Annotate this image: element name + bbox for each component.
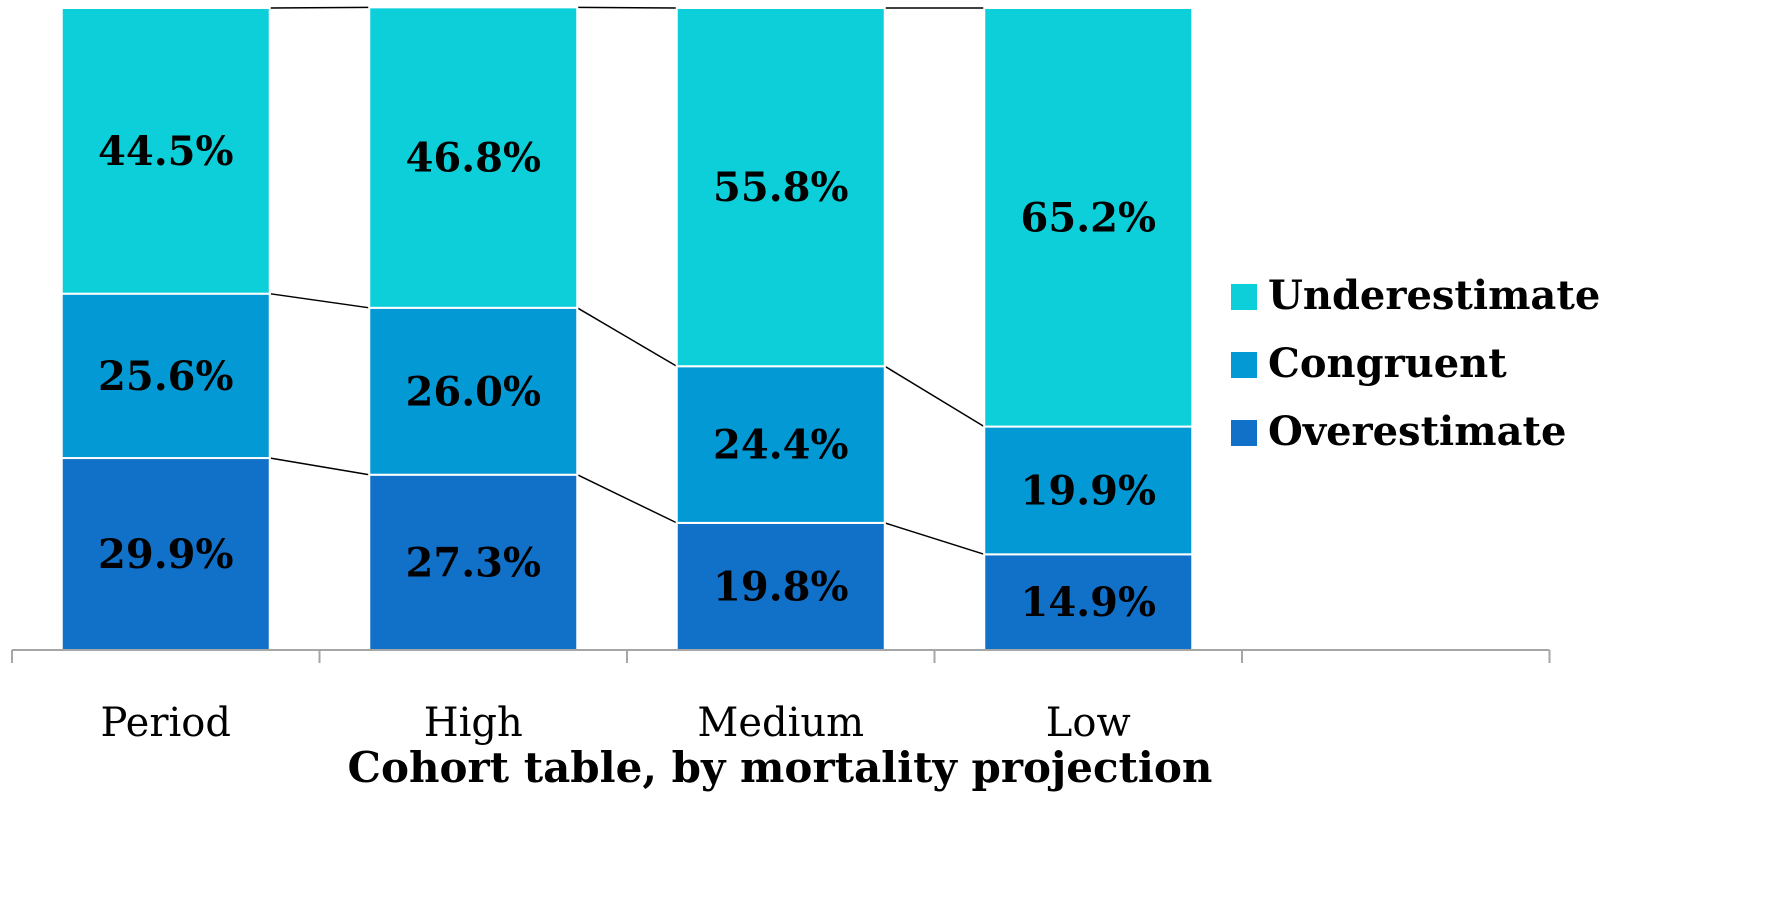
data-label-underestimate-medium: 55.8% [713, 164, 848, 211]
data-label-underestimate-low: 65.2% [1021, 194, 1156, 241]
legend-label-underestimate: Underestimate [1268, 272, 1600, 319]
plot-area: 29.9% 25.6% 44.5% 27.3% 26.0% 46.8% 19.8% 24.4%… [60, 6, 1194, 652]
x-tick-label-low: Low [1046, 700, 1131, 746]
legend-label-overestimate: Overestimate [1268, 408, 1566, 455]
data-label-underestimate-period: 44.5% [98, 128, 233, 175]
data-label-overestimate-medium: 19.8% [713, 563, 848, 610]
series-line-1-3 [884, 522, 985, 556]
x-axis [11, 649, 1551, 663]
legend: Underestimate Congruent Overestimate [1231, 272, 1600, 455]
legend-swatch-underestimate [1231, 284, 1257, 310]
bar-segment-congruent-medium [675, 365, 886, 524]
x-axis-tick-labels: Period High Medium Low [101, 700, 1131, 746]
x-tick-label-high: High [424, 700, 523, 746]
bar-segment-congruent-high [368, 306, 579, 476]
data-label-congruent-low: 19.9% [1021, 467, 1156, 514]
series-line-2-3 [884, 365, 985, 428]
series-line-3-1 [269, 6, 370, 9]
bar-segment-overestimate-low [983, 553, 1194, 651]
bar-segment-underestimate-low [983, 7, 1194, 428]
series-line-2-2 [576, 307, 678, 367]
data-label-overestimate-low: 14.9% [1021, 579, 1156, 626]
legend-swatch-overestimate [1231, 420, 1257, 446]
series-line-2-1 [269, 292, 370, 309]
legend-label-congruent: Congruent [1268, 340, 1507, 387]
series-line-1-2 [576, 474, 678, 524]
bar-segment-underestimate-period [60, 7, 271, 295]
bar-segment-underestimate-high [368, 6, 579, 309]
data-label-congruent-high: 26.0% [406, 368, 541, 415]
x-tick-label-medium: Medium [697, 700, 864, 746]
x-axis-title: Cohort table, by mortality projection [348, 743, 1213, 792]
series-line-3-2 [577, 6, 677, 9]
series-connector-lines [269, 6, 985, 556]
data-label-congruent-medium: 24.4% [713, 422, 848, 469]
data-label-overestimate-period: 29.9% [98, 531, 233, 578]
bar-segment-overestimate-period [60, 457, 271, 651]
legend-swatch-congruent [1231, 352, 1257, 378]
series-line-1-1 [269, 457, 370, 476]
data-label-congruent-period: 25.6% [98, 353, 233, 400]
data-label-overestimate-high: 27.3% [406, 539, 541, 586]
bar-segment-congruent-period [60, 292, 271, 460]
data-label-underestimate-high: 46.8% [406, 135, 541, 182]
bar-segment-underestimate-medium [675, 7, 886, 368]
x-tick-label-period: Period [101, 700, 231, 746]
